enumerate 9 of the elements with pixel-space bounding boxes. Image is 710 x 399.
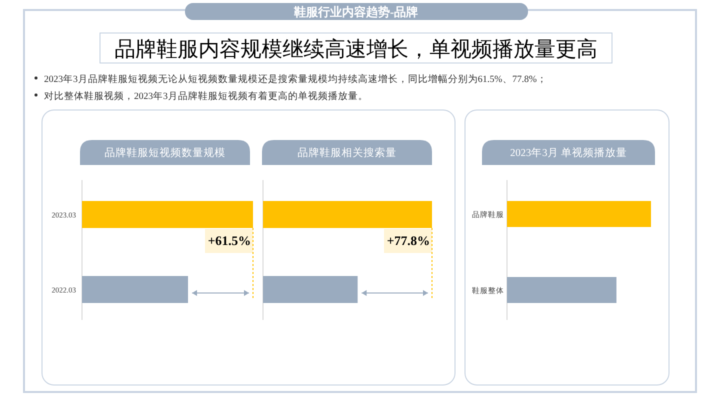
text: 对比整体鞋服视频，2023年3月品牌鞋服短视频有着更高的单视频播放量。 [44,90,368,102]
chart-title: 2023年3月 单视频播放量 [510,146,627,159]
annotation: +77.8% [386,233,430,248]
text: 2023年3月品牌鞋服短视频无论从短视频数量规模还是搜索量规模均持续高速增长，同比增幅分别为61.5%、77.8%； [44,73,547,85]
annotation: +61.5% [208,233,251,248]
chart-title: 品牌鞋服相关搜索量 [298,146,396,159]
text: 品牌鞋服内容规模继续高速增长，单视频播放量更高 [114,37,598,61]
chart-title: 品牌鞋服短视频数量规模 [104,146,226,159]
text: 鞋服行业内容趋势-品牌 [293,5,418,19]
